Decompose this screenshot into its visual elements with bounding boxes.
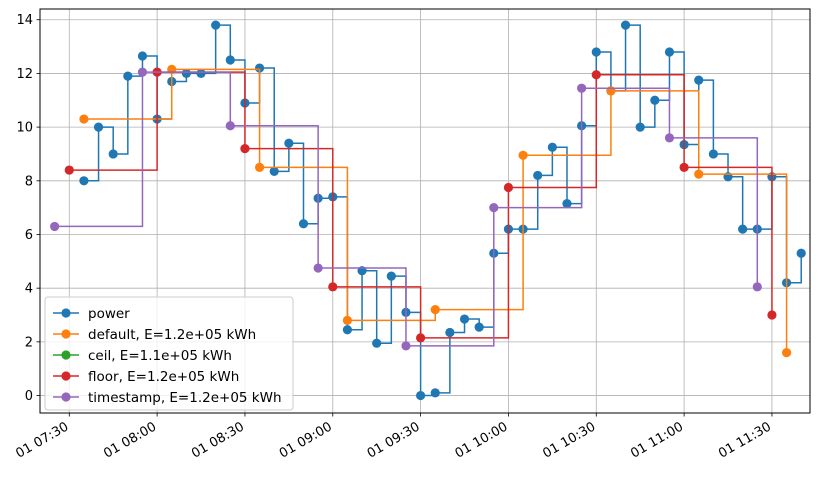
- data-point: [298, 219, 309, 229]
- data-point: [372, 338, 382, 348]
- data-point: [254, 63, 265, 73]
- y-tick-label: 0: [25, 389, 33, 404]
- legend-label: floor, E=1.2e+05 kWh: [88, 369, 239, 385]
- data-point: [137, 67, 148, 77]
- series-line: [83, 24, 802, 397]
- data-point: [225, 55, 235, 65]
- legend-label: default, E=1.2e+05 kWh: [88, 327, 256, 343]
- legend-frame: [44, 296, 294, 411]
- data-point: [796, 248, 806, 258]
- data-point: [401, 341, 411, 351]
- legend-label: timestamp, E=1.2e+05 kWh: [88, 390, 282, 406]
- y-tick-label: 2: [25, 335, 33, 350]
- data-point: [518, 150, 528, 160]
- data-point: [767, 310, 777, 320]
- data-point: [123, 71, 133, 81]
- data-point: [650, 95, 660, 105]
- y-tick-label: 8: [25, 174, 33, 189]
- data-point: [328, 282, 338, 292]
- data-point: [211, 20, 221, 30]
- data-point: [50, 221, 60, 232]
- data-point: [137, 51, 148, 61]
- data-point: [547, 142, 557, 152]
- data-point: [620, 20, 631, 30]
- series-layer: [50, 20, 806, 401]
- data-point: [269, 166, 279, 177]
- legend-label: ceil, E=1.1e+05 kWh: [88, 348, 232, 364]
- data-point: [430, 388, 440, 398]
- data-point: [79, 114, 89, 124]
- data-point: [108, 149, 118, 159]
- legend-swatch-marker: [61, 308, 71, 318]
- data-point: [386, 271, 396, 281]
- data-point: [562, 199, 572, 209]
- data-point: [781, 348, 792, 358]
- data-point: [474, 322, 484, 332]
- y-tick-label: 4: [25, 282, 33, 297]
- data-point: [196, 68, 206, 79]
- legend: power default, E=1.2e+05 kWh ceil, E=1.1e+…: [44, 296, 294, 411]
- data-point: [503, 182, 514, 193]
- data-point: [181, 68, 191, 79]
- data-point: [416, 390, 426, 401]
- data-point: [342, 315, 353, 325]
- data-point: [635, 122, 645, 132]
- data-point: [533, 170, 543, 181]
- legend-swatch-marker: [61, 329, 71, 339]
- data-point: [591, 70, 601, 80]
- data-point: [93, 122, 104, 132]
- data-point: [679, 162, 689, 172]
- data-point: [459, 314, 470, 324]
- data-point: [254, 162, 265, 172]
- data-point: [738, 224, 748, 234]
- y-tick-label: 12: [16, 67, 33, 82]
- legend-swatch-marker: [61, 371, 71, 381]
- data-point: [591, 47, 601, 57]
- data-point: [694, 75, 704, 85]
- data-point: [416, 333, 426, 343]
- data-point: [577, 83, 587, 93]
- data-point: [445, 327, 455, 338]
- data-point: [79, 176, 89, 186]
- data-point: [708, 149, 718, 159]
- data-point: [284, 138, 294, 148]
- legend-label: power: [88, 306, 130, 322]
- y-tick-label: 10: [16, 121, 33, 136]
- axes-frame: [39, 8, 811, 414]
- data-point: [694, 169, 704, 179]
- y-tick-label: 6: [25, 228, 33, 243]
- data-point: [430, 305, 440, 315]
- data-point: [489, 203, 499, 213]
- data-point: [64, 165, 74, 175]
- data-point: [664, 47, 675, 57]
- data-point: [752, 282, 762, 292]
- series-timestamp: [50, 67, 762, 351]
- legend-swatch-marker: [61, 392, 71, 402]
- data-point: [664, 133, 675, 143]
- data-point: [313, 263, 323, 273]
- data-point: [240, 143, 250, 154]
- y-tick-label: 14: [16, 13, 33, 28]
- legend-swatch-marker: [61, 350, 71, 360]
- data-point: [342, 325, 353, 335]
- data-point: [225, 121, 235, 131]
